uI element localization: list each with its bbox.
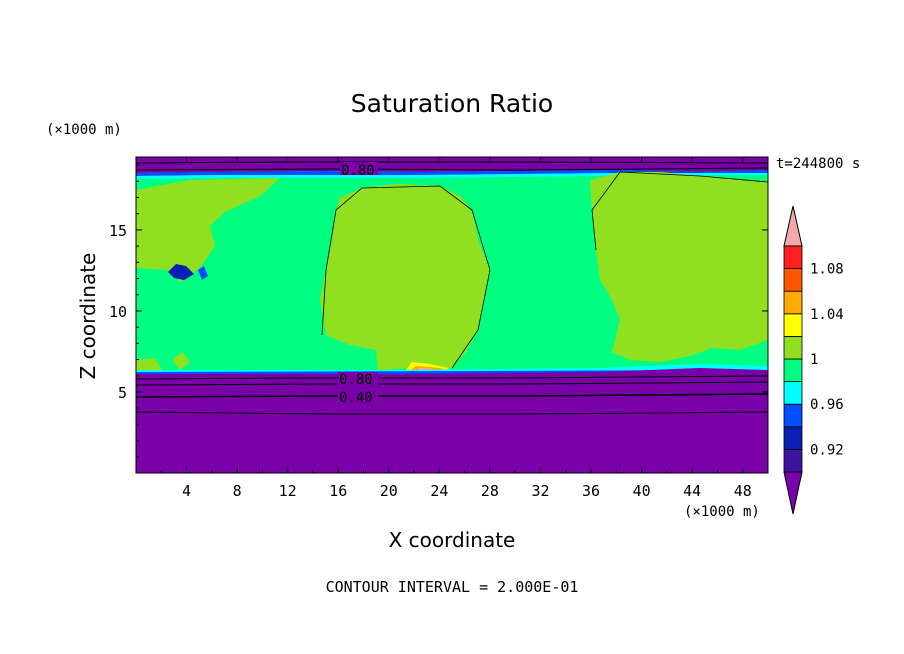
colorbar-swatch xyxy=(783,448,803,473)
upper-dry-layer xyxy=(136,157,768,173)
upper-blue-band xyxy=(136,170,768,176)
x-axis-ticks: 4 8 12 16 20 24 28 32 36 40 44 48 xyxy=(160,157,752,500)
x-tick-label: 20 xyxy=(380,482,398,500)
chart-title: Saturation Ratio xyxy=(351,89,553,118)
x-tick-label: 4 xyxy=(182,482,191,500)
lower-cyan-band xyxy=(136,364,768,372)
colorbar-min-arrow xyxy=(783,471,803,515)
contour-label-top: 0.80 xyxy=(341,163,375,179)
colorbar-label: 0.92 xyxy=(810,442,844,458)
x-tick-label: 24 xyxy=(430,482,448,500)
blue-patch-left-2 xyxy=(198,266,208,280)
colorbar-swatch xyxy=(783,403,803,428)
y-unit-label: (×1000 m) xyxy=(46,122,122,138)
x-tick-label: 12 xyxy=(279,482,297,500)
y-tick-label: 5 xyxy=(118,384,127,402)
y-axis-label: Z coordinate xyxy=(76,253,100,380)
green-region-center xyxy=(320,184,490,370)
colorbar-swatch xyxy=(783,426,803,450)
lower-dry-layer xyxy=(136,368,768,473)
x-axis-label: X coordinate xyxy=(389,528,516,552)
colorbar-label: 1.08 xyxy=(810,262,844,278)
contour-label-low: 0.40 xyxy=(339,390,373,406)
time-label: t=244800 s xyxy=(776,156,860,172)
blue-patch-left xyxy=(168,264,194,280)
x-unit-label: (×1000 m) xyxy=(684,504,760,520)
colorbar-label: 1.04 xyxy=(810,307,844,323)
x-tick-label: 36 xyxy=(582,482,600,500)
contour-interval-footer: CONTOUR INTERVAL = 2.000E-01 xyxy=(326,578,579,596)
colorbar-swatch xyxy=(783,381,803,405)
contour-label-mid: 0.80 xyxy=(339,372,373,388)
colorbar-label: 1 xyxy=(810,352,818,368)
green-region-right xyxy=(590,172,768,362)
y-tick-label: 15 xyxy=(109,222,127,240)
plot-area: 0.80 0.80 0.40 xyxy=(136,157,768,473)
colorbar-swatch xyxy=(783,335,803,360)
x-tick-label: 48 xyxy=(734,482,752,500)
y-tick-label: 10 xyxy=(109,303,127,321)
x-tick-label: 16 xyxy=(329,482,347,500)
colorbar-label: 0.96 xyxy=(810,397,844,413)
colorbar: 0.92 0.96 1 1.04 1.08 xyxy=(783,205,844,515)
contour-lines xyxy=(136,161,768,415)
x-tick-label: 40 xyxy=(633,482,651,500)
y-axis-ticks: 5 10 15 xyxy=(109,164,768,458)
x-tick-label: 8 xyxy=(233,482,242,500)
colorbar-swatch xyxy=(783,245,803,270)
upper-cyan-band xyxy=(136,173,768,179)
colorbar-swatch xyxy=(783,358,803,383)
plot-frame xyxy=(135,156,769,474)
x-tick-label: 28 xyxy=(481,482,499,500)
contour-label-group: 0.80 0.80 0.40 xyxy=(338,162,378,406)
x-tick-label: 32 xyxy=(531,482,549,500)
colorbar-swatch xyxy=(783,290,803,315)
x-tick-label: 44 xyxy=(683,482,701,500)
green-region-left xyxy=(136,178,280,282)
green-blob-lower-left xyxy=(136,358,162,370)
colorbar-max-arrow xyxy=(783,205,803,247)
colorbar-swatch xyxy=(783,313,803,337)
colorbar-swatch xyxy=(783,268,803,292)
green-blob-bottom-left xyxy=(172,352,190,370)
